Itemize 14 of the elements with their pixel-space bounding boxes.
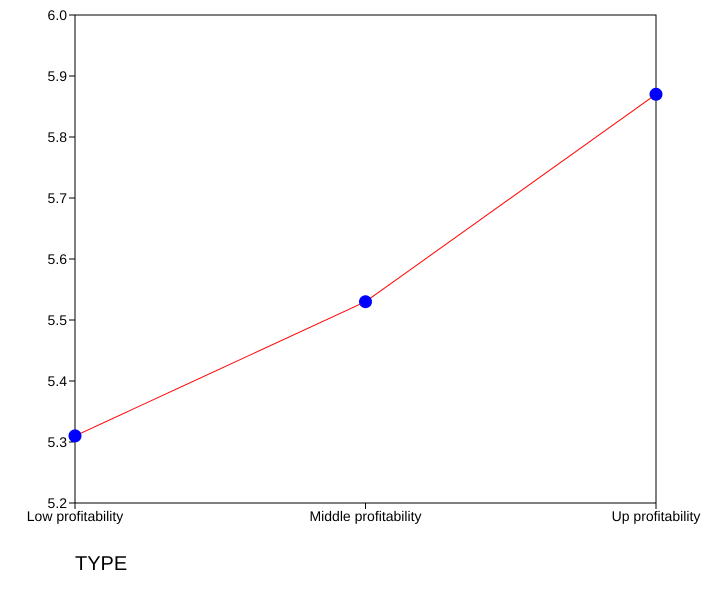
- y-tick-label: 5.5: [48, 312, 68, 328]
- x-tick-label: Middle profitability: [309, 508, 422, 524]
- y-tick-label: 5.3: [48, 434, 68, 450]
- point: [359, 295, 372, 308]
- y-tick-label: 5.9: [48, 68, 68, 84]
- point: [68, 429, 82, 442]
- y-tick-label: 6.0: [48, 6, 68, 23]
- y-tick-label: 5.8: [48, 128, 68, 145]
- y-tick-label: 5.7: [48, 190, 68, 206]
- y-tick-label: 5.6: [48, 250, 68, 267]
- point: [650, 88, 662, 101]
- x-axis-title: TYPE: [75, 553, 128, 576]
- x-tick-label: Up profitability: [612, 508, 700, 524]
- y-tick-label: 5.4: [48, 372, 68, 389]
